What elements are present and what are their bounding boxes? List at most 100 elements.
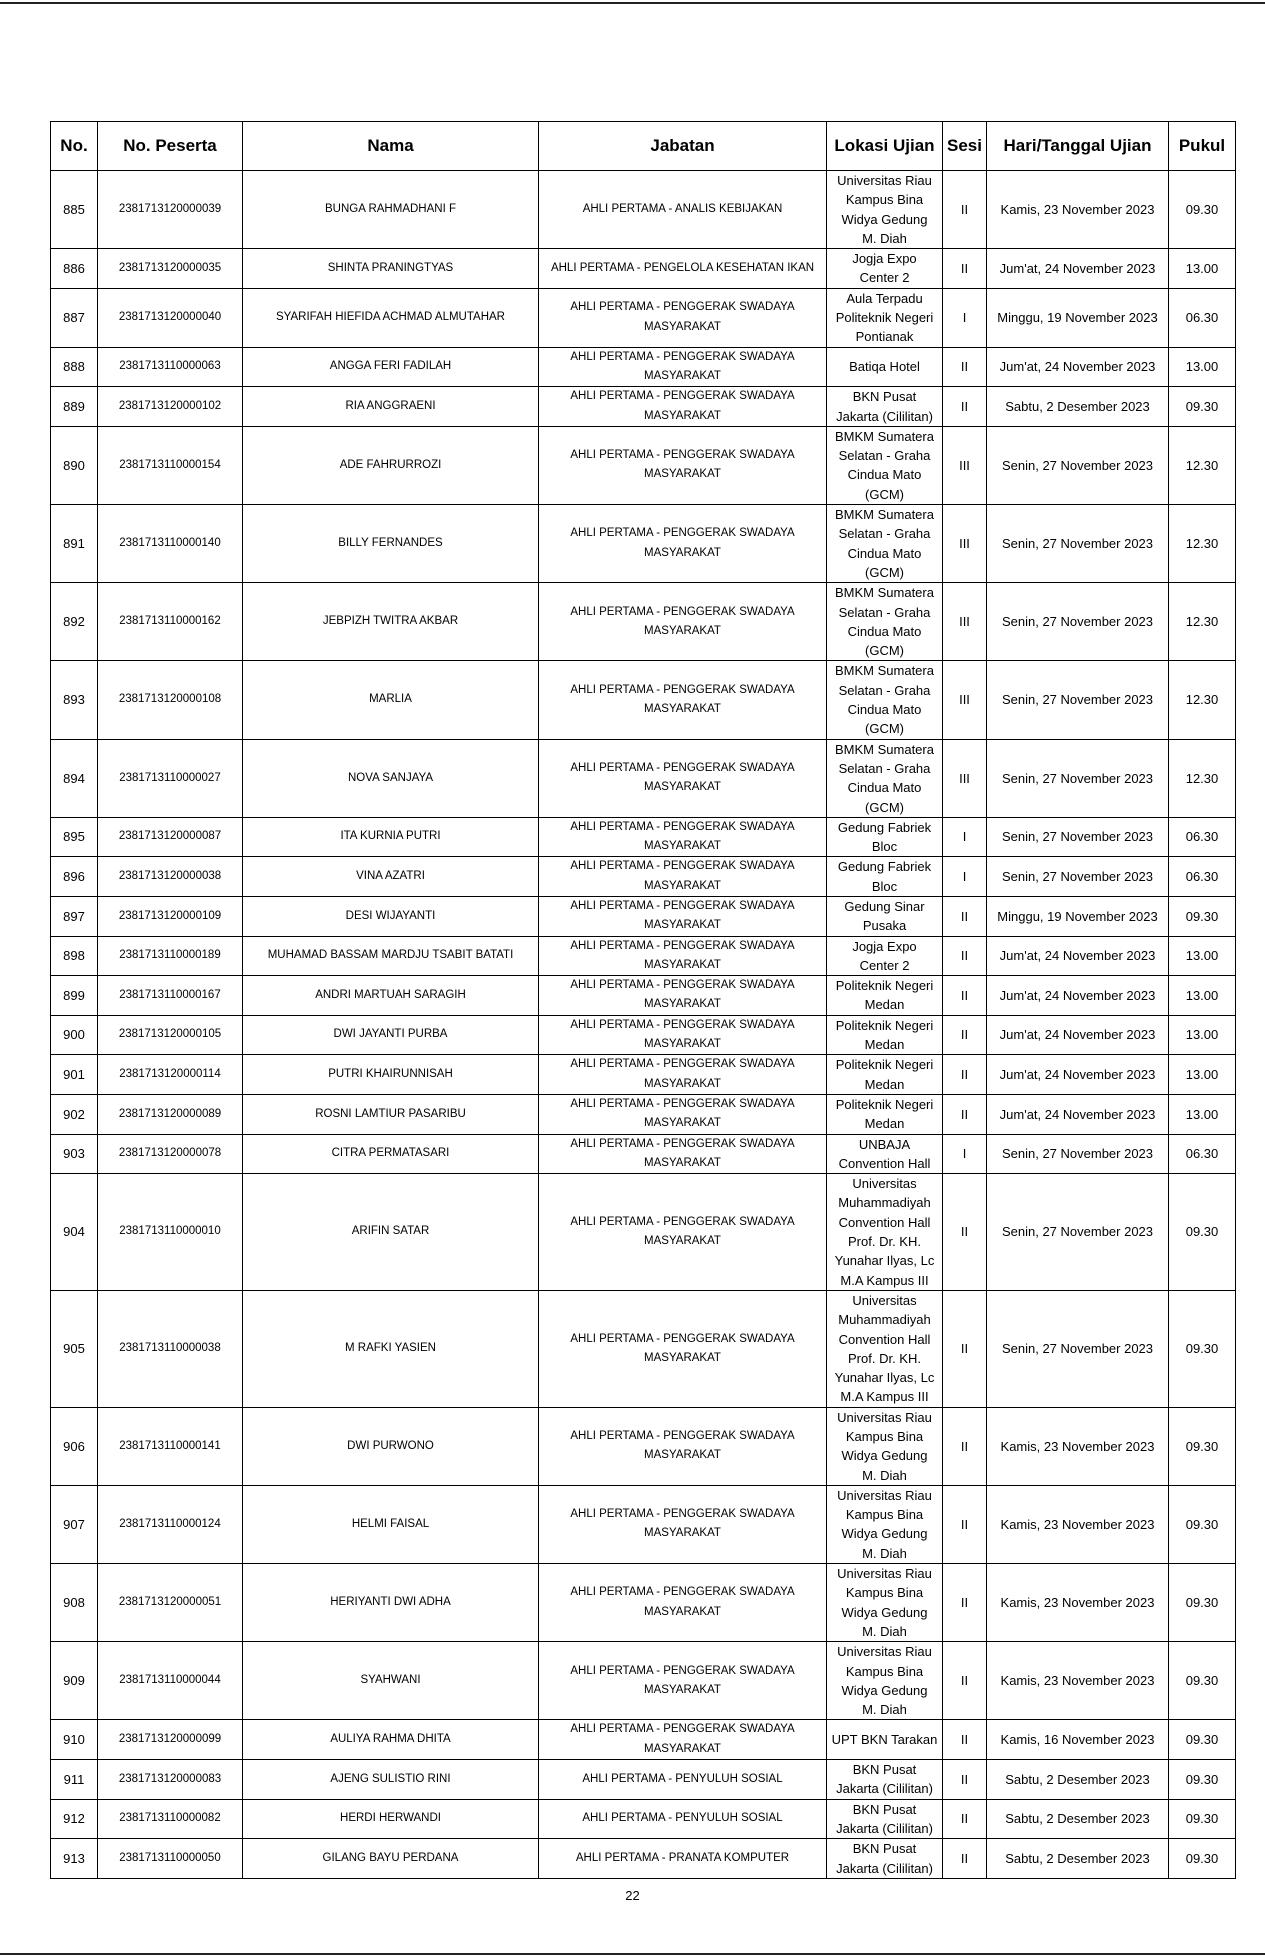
cell-no-peserta: 2381713110000162 [97,582,243,662]
cell-nama: PUTRI KHAIRUNNISAH [242,1054,539,1095]
cell-nama: SYAHWANI [242,1641,539,1721]
cell-lokasi: BKN Pusat Jakarta (Cililitan) [826,386,943,427]
cell-no: 913 [50,1838,98,1879]
cell-no-peserta: 2381713120000035 [97,248,243,289]
cell-jabatan: AHLI PERTAMA - PENGGERAK SWADAYA MASYARA… [538,1289,827,1408]
cell-no: 888 [50,346,98,388]
cell-sesi: I [942,1133,987,1175]
cell-tanggal: Jum'at, 24 November 2023 [986,1014,1169,1056]
cell-jabatan: AHLI PERTAMA - PENGGERAK SWADAYA MASYARA… [538,975,827,1016]
cell-sesi: II [942,1173,987,1291]
cell-tanggal: Sabtu, 2 Desember 2023 [986,1759,1169,1800]
header-lokasi: Lokasi Ujian [826,121,943,171]
cell-jabatan: AHLI PERTAMA - PENGGERAK SWADAYA MASYARA… [538,386,827,427]
table-row: 894 2381713110000027 NOVA SANJAYA AHLI PERT… [50,738,1236,818]
cell-jabatan: AHLI PERTAMA - PENGGERAK SWADAYA MASYARA… [538,660,827,740]
table-row: 911 2381713120000083 AJENG SULISTIO RINI AH… [50,1759,1236,1800]
cell-no-peserta: 2381713120000105 [97,1014,243,1056]
cell-lokasi: BMKM Sumatera Selatan - Graha Cindua Mat… [826,738,943,818]
cell-sesi: II [942,386,987,427]
cell-jabatan: AHLI PERTAMA - PENGELOLA KESEHATAN IKAN [538,248,827,289]
cell-lokasi: BKN Pusat Jakarta (Cililitan) [826,1798,943,1840]
cell-no: 889 [50,386,98,427]
cell-jabatan: AHLI PERTAMA - PENGGERAK SWADAYA MASYARA… [538,1133,827,1175]
cell-nama: CITRA PERMATASARI [242,1133,539,1175]
table-row: 908 2381713120000051 HERIYANTI DWI ADHA AHL… [50,1563,1236,1643]
cell-no-peserta: 2381713120000078 [97,1133,243,1175]
cell-pukul: 06.30 [1168,856,1236,897]
cell-no: 902 [50,1093,98,1135]
table-row: 904 2381713110000010 ARIFIN SATAR AHLI PERT… [50,1173,1236,1291]
table-row: 902 2381713120000089 ROSNI LAMTIUR PASARIB… [50,1093,1236,1135]
exam-schedule-table: No. No. Peserta Nama Jabatan Lokasi Ujia… [50,121,1236,1879]
cell-pukul: 12.30 [1168,660,1236,740]
cell-nama: ANGGA FERI FADILAH [242,346,539,388]
cell-tanggal: Senin, 27 November 2023 [986,1133,1169,1175]
cell-nama: M RAFKI YASIEN [242,1289,539,1408]
cell-pukul: 09.30 [1168,386,1236,427]
cell-lokasi: BMKM Sumatera Selatan - Graha Cindua Mat… [826,425,943,506]
cell-no-peserta: 2381713110000044 [97,1641,243,1721]
cell-sesi: II [942,1054,987,1095]
cell-tanggal: Jum'at, 24 November 2023 [986,935,1169,977]
cell-nama: GILANG BAYU PERDANA [242,1838,539,1879]
cell-sesi: II [942,1406,987,1486]
cell-sesi: II [942,1838,987,1879]
cell-nama: HELMI FAISAL [242,1484,539,1565]
cell-no-peserta: 2381713110000010 [97,1173,243,1291]
cell-no: 894 [50,738,98,818]
cell-no: 887 [50,287,98,348]
table-row: 897 2381713120000109 DESI WIJAYANTI AHLI PE… [50,895,1236,937]
table-row: 900 2381713120000105 DWI JAYANTI PURBA AHLI… [50,1014,1236,1056]
table-header-row: No. No. Peserta Nama Jabatan Lokasi Ujia… [50,121,1236,171]
cell-jabatan: AHLI PERTAMA - PENGGERAK SWADAYA MASYARA… [538,1054,827,1095]
cell-jabatan: AHLI PERTAMA - PENYULUH SOSIAL [538,1798,827,1840]
cell-sesi: II [942,1484,987,1565]
cell-no: 912 [50,1798,98,1840]
table-row: 912 2381713110000082 HERDI HERWANDI AHLI PE… [50,1798,1236,1840]
page-border-top [0,2,1265,4]
cell-nama: MARLIA [242,660,539,740]
table-row: 889 2381713120000102 RIA ANGGRAENI AHLI PER… [50,386,1236,427]
cell-no-peserta: 2381713110000124 [97,1484,243,1565]
cell-pukul: 09.30 [1168,895,1236,937]
cell-no: 904 [50,1173,98,1291]
page-number: 22 [625,1888,640,1903]
cell-no: 891 [50,504,98,584]
cell-tanggal: Minggu, 19 November 2023 [986,895,1169,937]
cell-pukul: 09.30 [1168,169,1236,250]
cell-jabatan: AHLI PERTAMA - PENGGERAK SWADAYA MASYARA… [538,1563,827,1643]
cell-no-peserta: 2381713120000039 [97,169,243,250]
cell-no: 901 [50,1054,98,1095]
cell-lokasi: Politeknik Negeri Medan [826,1093,943,1135]
cell-lokasi: Politeknik Negeri Medan [826,1054,943,1095]
cell-lokasi: Batiqa Hotel [826,346,943,388]
cell-lokasi: Aula Terpadu Politeknik Negeri Pontianak [826,287,943,348]
cell-tanggal: Kamis, 16 November 2023 [986,1719,1169,1761]
cell-lokasi: Universitas Riau Kampus Bina Widya Gedun… [826,169,943,250]
cell-nama: ADE FAHRURROZI [242,425,539,506]
cell-sesi: III [942,738,987,818]
table-row: 899 2381713110000167 ANDRI MARTUAH SARAGIH… [50,975,1236,1016]
cell-nama: SYARIFAH HIEFIDA ACHMAD ALMUTAHAR [242,287,539,348]
cell-lokasi: Universitas Muhammadiyah Convention Hall… [826,1173,943,1291]
cell-nama: AULIYA RAHMA DHITA [242,1719,539,1761]
cell-no-peserta: 2381713120000087 [97,816,243,858]
cell-tanggal: Senin, 27 November 2023 [986,582,1169,662]
cell-lokasi: Gedung Sinar Pusaka [826,895,943,937]
cell-sesi: II [942,1014,987,1056]
cell-pukul: 13.00 [1168,1093,1236,1135]
cell-tanggal: Jum'at, 24 November 2023 [986,346,1169,388]
cell-sesi: III [942,425,987,506]
cell-pukul: 13.00 [1168,935,1236,977]
cell-lokasi: Universitas Riau Kampus Bina Widya Gedun… [826,1406,943,1486]
cell-pukul: 13.00 [1168,1014,1236,1056]
cell-tanggal: Sabtu, 2 Desember 2023 [986,1838,1169,1879]
cell-pukul: 09.30 [1168,1484,1236,1565]
cell-jabatan: AHLI PERTAMA - PENGGERAK SWADAYA MASYARA… [538,935,827,977]
cell-no-peserta: 2381713110000141 [97,1406,243,1486]
cell-nama: ITA KURNIA PUTRI [242,816,539,858]
cell-tanggal: Jum'at, 24 November 2023 [986,1093,1169,1135]
cell-pukul: 09.30 [1168,1563,1236,1643]
header-nama: Nama [242,121,539,171]
